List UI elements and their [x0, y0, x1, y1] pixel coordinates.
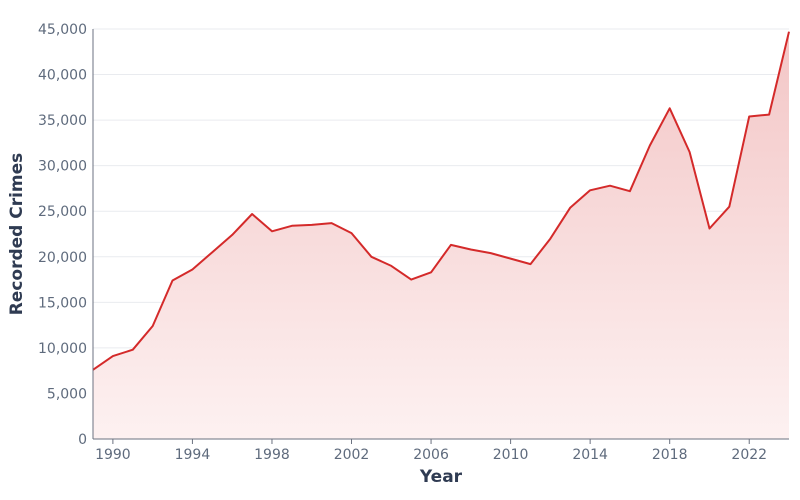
- y-tick-label: 40,000: [38, 68, 87, 84]
- area-fill-group: [93, 31, 789, 439]
- x-tick-label: 2010: [493, 447, 529, 463]
- y-tick-label: 5,000: [47, 386, 87, 402]
- x-tick-label: 2022: [731, 447, 767, 463]
- y-tick-label: 35,000: [38, 113, 87, 129]
- x-tick-label: 2002: [334, 447, 370, 463]
- x-tick-label: 1998: [254, 447, 290, 463]
- axes: [92, 29, 789, 444]
- y-axis-title: Recorded Crimes: [7, 153, 27, 316]
- x-tick-label: 2018: [652, 447, 688, 463]
- x-tick-label: 2014: [572, 447, 608, 463]
- y-tick-label: 10,000: [38, 341, 87, 357]
- x-tick-label: 2006: [413, 447, 449, 463]
- x-tick-label: 1990: [95, 447, 131, 463]
- x-tick-label: 1994: [175, 447, 211, 463]
- y-tick-label: 45,000: [38, 22, 87, 38]
- series-line: [92, 31, 790, 371]
- series-line-group: [92, 31, 790, 371]
- x-tick-labels: 1990 1994 1998 2002 2006 2010 2014 2018 2022: [95, 447, 767, 463]
- y-tick-label: 15,000: [38, 295, 87, 311]
- y-tick-label: 25,000: [38, 204, 87, 220]
- y-tick-label: 0: [78, 432, 87, 448]
- y-tick-label: 30,000: [38, 159, 87, 175]
- y-tick-label: 20,000: [38, 250, 87, 266]
- x-axis-title: Year: [419, 467, 463, 487]
- series-area-fill: [93, 31, 789, 439]
- y-tick-labels: 0 5,000 10,000 15,000 20,000 25,000 30,000 35,0…: [38, 22, 87, 448]
